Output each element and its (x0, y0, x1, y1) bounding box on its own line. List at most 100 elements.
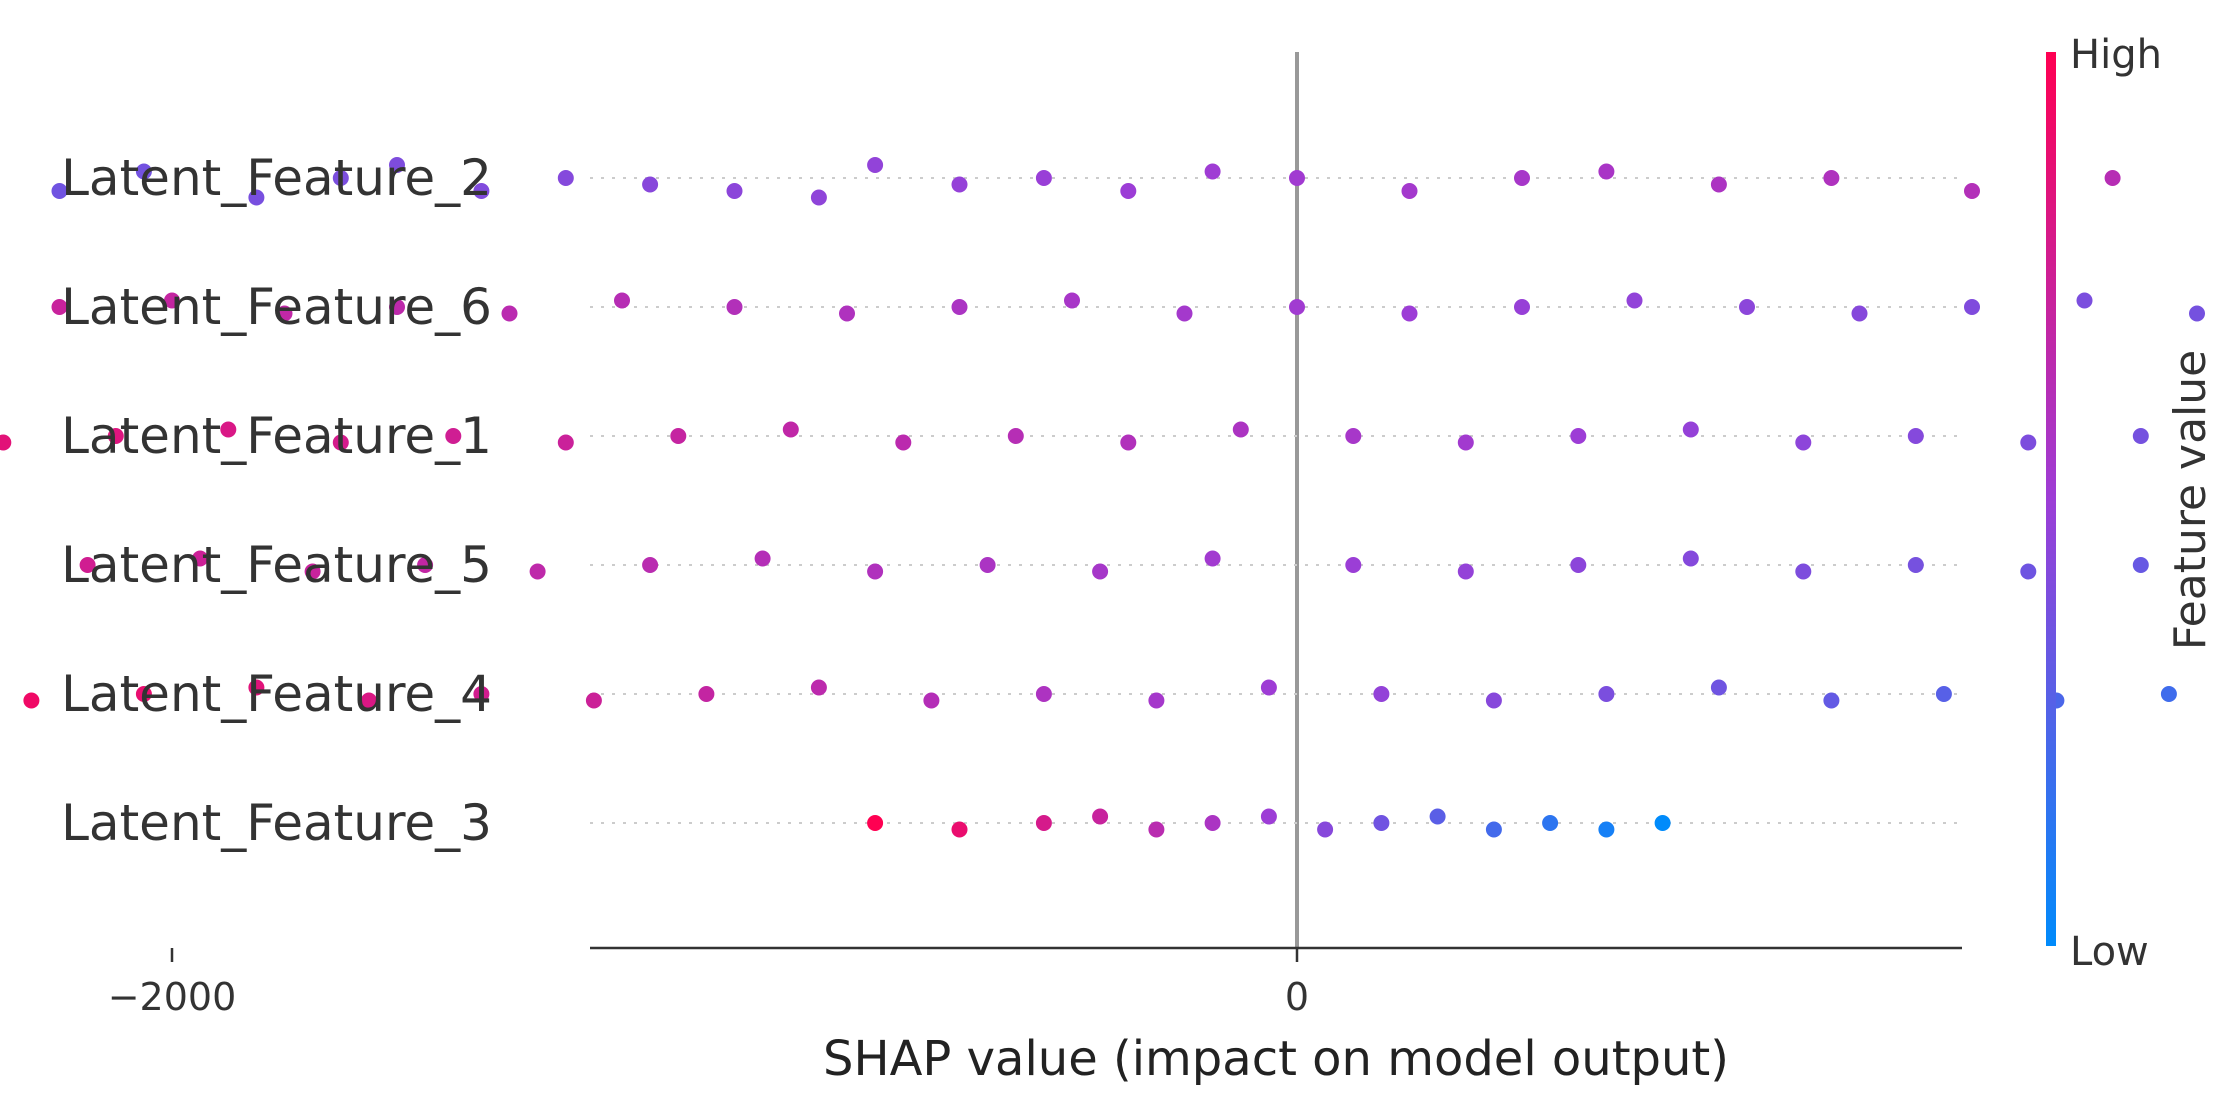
shap-point (1823, 170, 1840, 186)
colorbar-title: Feature value (2165, 350, 2216, 650)
feature-label: Latent_Feature_3 (61, 794, 492, 852)
shap-point (2132, 428, 2149, 444)
shap-point (867, 563, 884, 580)
shap-point (1373, 686, 1390, 702)
row-guides (590, 177, 1962, 824)
shap-point (979, 557, 996, 573)
shap-point (2132, 557, 2149, 573)
shap-point (1570, 428, 1587, 444)
feature-labels: Latent_Feature_2 Latent_Feature_6 Latent_F… (61, 149, 492, 852)
shap-point (51, 299, 68, 315)
shap-point (360, 692, 377, 709)
shap-point (1598, 163, 1615, 180)
shap-point (642, 176, 659, 193)
feature-label: Latent_Feature_4 (61, 665, 492, 723)
shap-point (51, 183, 68, 199)
x-tick-label: −2000 (108, 975, 237, 1019)
shap-point (164, 292, 180, 309)
shap-point (1120, 183, 1137, 199)
shap-point (2160, 686, 2177, 702)
shap-point (1035, 686, 1052, 702)
shap-point (1654, 815, 1671, 831)
shap-point (332, 170, 349, 186)
shap-point (1514, 299, 1530, 315)
shap-point (248, 679, 265, 696)
shap-point (642, 557, 659, 573)
shap-point (1401, 183, 1418, 199)
shap-point (304, 563, 321, 580)
beeswarm-points (0, 157, 2205, 838)
shap-point (1598, 686, 1615, 702)
shap-point (2020, 563, 2037, 580)
colorbar-low-label: Low (2070, 929, 2149, 975)
shap-point (135, 686, 152, 702)
shap-point (557, 434, 574, 451)
colorbar-high-label: High (2070, 32, 2162, 78)
shap-point (1710, 176, 1727, 193)
shap-point (614, 292, 630, 309)
shap-point (1739, 299, 1755, 315)
shap-point (1345, 428, 1362, 444)
shap-point (1064, 292, 1080, 309)
shap-point (473, 183, 490, 199)
shap-point (389, 299, 405, 315)
x-axis-ticks: −6000−4000−20000200040006000 (108, 948, 1309, 1019)
shap-point (79, 557, 96, 573)
shap-point (1007, 428, 1024, 444)
shap-point (107, 428, 124, 444)
shap-point (1373, 815, 1390, 831)
shap-point (810, 189, 827, 206)
colorbar (2046, 52, 2056, 946)
shap-point (951, 821, 968, 838)
shap-point (1485, 821, 1502, 838)
shap-point (1795, 563, 1812, 580)
shap-point (473, 686, 490, 702)
shap-point (810, 679, 827, 696)
shap-point (332, 434, 349, 451)
shap-point (23, 692, 40, 709)
shap-point (1964, 183, 1980, 199)
shap-point (1851, 305, 1868, 322)
shap-point (895, 434, 912, 451)
shap-point (2076, 292, 2093, 309)
shap-point (839, 305, 855, 322)
shap-point (1204, 163, 1221, 180)
shap-point (1092, 808, 1109, 825)
shap-point (1429, 808, 1446, 825)
feature-label: Latent_Feature_2 (61, 149, 492, 207)
shap-point (1570, 557, 1587, 573)
shap-point (0, 434, 12, 451)
shap-point (1710, 679, 1727, 696)
shap-point (1176, 305, 1193, 322)
shap-point (1935, 686, 1952, 702)
shap-point (698, 686, 715, 702)
shap-point (867, 157, 884, 173)
shap-point (557, 170, 574, 186)
shap-point (726, 299, 743, 315)
shap-point (1542, 815, 1559, 831)
shap-point (1514, 170, 1530, 186)
shap-point (1092, 563, 1109, 580)
shap-point (951, 299, 968, 315)
shap-point (389, 157, 405, 173)
shap-point (1035, 170, 1052, 186)
shap-point (2020, 434, 2037, 451)
shap-point (1682, 421, 1699, 438)
shap-point (1345, 557, 1362, 573)
feature-label: Latent_Feature_6 (61, 278, 492, 336)
shap-point (1795, 434, 1812, 451)
shap-point (501, 305, 518, 322)
shap-point (1204, 815, 1221, 831)
shap-point (192, 550, 209, 567)
shap-point (220, 421, 237, 438)
shap-point (1823, 692, 1840, 709)
shap-point (1204, 550, 1221, 567)
shap-point (135, 163, 152, 180)
shap-point (1457, 434, 1474, 451)
shap-point (1260, 679, 1277, 696)
shap-point (1457, 563, 1474, 580)
shap-point (923, 692, 940, 709)
shap-point (1120, 434, 1137, 451)
shap-point (1598, 821, 1615, 838)
